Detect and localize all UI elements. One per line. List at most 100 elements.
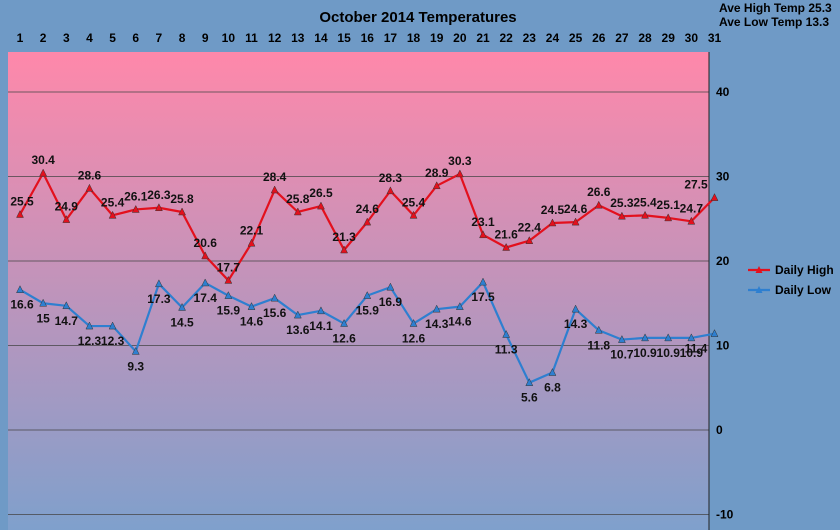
daily-high-point [85,183,94,192]
x-tick-label: 20 [453,31,467,45]
daily-low-point [201,278,210,287]
daily-low-point [525,378,534,386]
x-tick-label: 23 [523,31,537,45]
daily-high-point [548,218,557,227]
x-tick-label: 29 [662,31,676,45]
daily-low-data-label: 17.5 [471,290,495,304]
plot-area [8,52,709,530]
y-tick-label: 20 [716,254,730,268]
daily-low-data-label: 13.6 [286,323,310,337]
daily-high-point [386,186,395,195]
daily-high-data-label: 25.3 [610,196,634,210]
y-tick-label: 40 [716,85,730,99]
daily-low-point [131,346,140,355]
daily-high-data-label: 24.6 [564,202,588,216]
daily-low-point [363,291,372,299]
x-tick-label: 19 [430,31,444,45]
daily-high-data-label: 28.6 [78,168,102,182]
daily-high-data-label: 21.3 [332,230,356,244]
daily-low-point [548,367,557,376]
legend-label-daily-low: Daily Low [775,283,832,297]
daily-low-data-label: 12.3 [78,334,102,348]
daily-high-data-label: 28.9 [425,166,449,180]
daily-low-data-label: 11.8 [587,338,610,352]
x-tick-label: 10 [222,31,236,45]
daily-high-data-label: 28.4 [263,170,287,184]
daily-high-point [62,215,71,223]
series-layer: 25.530.424.928.625.4 26.1 26.3 25.820.617.7… [10,153,719,405]
daily-high-data-label: 25.1 [657,198,681,212]
y-tick-labels: -10 0 10 20 30 40 [716,85,734,522]
daily-high-point [154,203,163,212]
x-tick-label: 31 [708,31,722,45]
daily-high-data-label: 22.1 [240,223,264,237]
daily-low-data-label: 11.4 [685,342,708,356]
legend-label-daily-high: Daily High [775,263,834,277]
x-tick-label: 11 [245,31,258,45]
daily-high-point [16,209,24,218]
daily-low-data-label: 15 [36,311,50,325]
ave-low-temp-annotation: Ave Low Temp 13.3 [719,15,829,29]
daily-low-data-label: 11.3 [495,343,518,357]
daily-high-point [641,210,649,219]
daily-high-point [687,216,696,225]
daily-high-point [363,217,372,226]
legend-marker-daily-high [755,266,763,273]
x-tick-label: 12 [268,31,282,45]
daily-high-point [710,193,719,201]
daily-high-data-label: 26.5 [309,186,333,200]
daily-high-data-label: 28.3 [379,171,403,185]
daily-high-point [178,207,186,216]
daily-high-data-label: 25.4 [633,195,657,209]
daily-low-data-label: 14.5 [170,315,194,329]
x-tick-label: 7 [156,31,163,45]
daily-high-data-label: 27.5 [684,178,708,192]
daily-low-point [340,318,349,327]
daily-high-data-label: 30.3 [448,154,472,168]
daily-low-point [62,301,71,310]
daily-high-data-label: 24.5 [541,203,565,217]
daily-high-data-label: 21.6 [494,227,518,241]
x-tick-label: 15 [337,31,351,45]
x-tick-labels: 1 2 3 4 5 6 7 8 9 10 11 12 13 14 15 16 17 18 19 20 21 22 23 24 2… [17,31,722,45]
daily-low-data-label: 17.4 [194,291,218,305]
daily-low-point [432,304,441,313]
daily-low-point [409,318,418,327]
x-tick-label: 6 [132,31,139,45]
daily-low-point [317,306,325,315]
y-tick-label: 0 [716,423,723,437]
daily-high-point [571,217,580,226]
daily-high-data-label: 25.8 [170,192,194,206]
y-tick-label: -10 [716,508,734,522]
daily-low-point [154,279,163,288]
daily-high-data-label: 20.6 [194,236,218,250]
x-tick-label: 5 [109,31,116,45]
x-tick-label: 4 [86,31,93,45]
daily-low-point [455,302,464,310]
daily-high-point [224,275,233,284]
daily-high-data-label: 25.5 [10,195,34,209]
daily-low-data-label: 14.6 [240,315,264,329]
x-tick-label: 16 [361,31,375,45]
x-tick-label: 18 [407,31,421,45]
daily-low-point [247,302,256,310]
daily-low-data-label: 10.9 [657,346,681,360]
daily-low-data-label: 15.9 [217,304,241,318]
daily-high-point [409,210,418,219]
gridlines [8,91,709,515]
daily-high-data-label: 24.7 [680,201,704,215]
daily-low-point [502,329,511,338]
x-tick-label: 21 [476,31,490,45]
x-tick-label: 27 [615,31,629,45]
daily-high-point [525,236,534,244]
x-tick-label: 3 [63,31,70,45]
daily-low-point [571,304,580,313]
daily-low-data-label: 15.9 [356,304,380,318]
x-tick-label: 22 [499,31,513,45]
daily-low-point [386,282,395,291]
daily-low-data-label: 10.9 [633,346,657,360]
daily-low-data-label: 6.8 [544,381,561,395]
x-tick-label: 8 [179,31,186,45]
